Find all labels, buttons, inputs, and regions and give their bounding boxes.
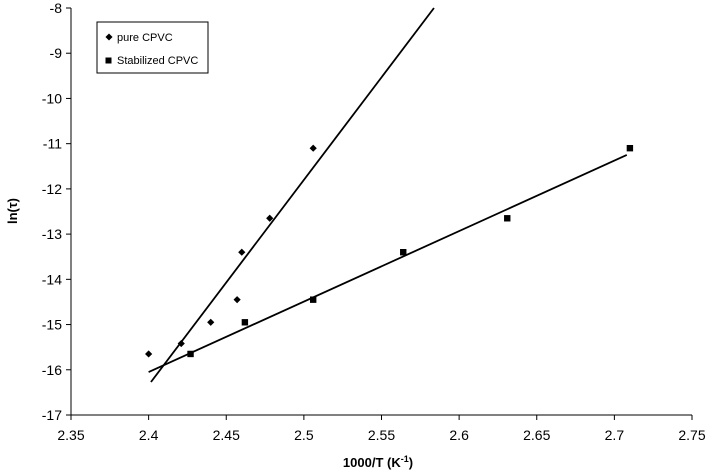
x-ticks: 2.35 2.4 2.45 2.5 2.55 2.6 2.65 2.7 2.75	[57, 415, 706, 443]
point-pure-cpvc	[233, 296, 241, 304]
legend-marker-stabilized-cpvc	[105, 57, 112, 64]
point-stabilized-cpvc	[187, 350, 194, 358]
point-stabilized-cpvc	[626, 144, 634, 152]
x-tick-label: 2.4	[139, 427, 159, 443]
y-axis-title: ln(τ)	[5, 198, 20, 224]
y-tick-label: -17	[42, 407, 62, 423]
point-pure-cpvc	[266, 214, 274, 222]
y-tick-label: -9	[50, 45, 63, 61]
x-tick-label: 2.65	[523, 427, 550, 443]
point-pure-cpvc	[207, 318, 215, 326]
y-tick-label: -13	[42, 226, 62, 242]
point-pure-cpvc	[177, 339, 185, 348]
x-tick-label: 2.45	[213, 427, 240, 443]
y-tick-label: -15	[42, 317, 62, 333]
trendlines	[148, 7, 628, 383]
point-stabilized-cpvc	[309, 296, 317, 303]
y-tick-label: -11	[43, 136, 62, 152]
y-tick-label: -14	[42, 271, 62, 287]
x-tick-label: 2.35	[57, 427, 84, 443]
x-tick-label: 2.7	[605, 427, 625, 443]
x-axis-title-sup: -1	[401, 454, 409, 464]
x-tick-label: 2.6	[449, 427, 469, 443]
y-tick-label: -16	[42, 362, 62, 378]
x-tick-label: 2.5	[294, 427, 314, 443]
legend-label-pure-cpvc: pure CPVC	[117, 32, 173, 44]
trendline-pure-cpvc	[150, 7, 435, 383]
y-tick-label: -12	[42, 181, 62, 197]
point-stabilized-cpvc	[241, 319, 249, 326]
legend: pure CPVC Stabilized CPVC	[96, 21, 209, 74]
x-tick-label: 2.55	[368, 427, 395, 443]
markers	[145, 144, 634, 358]
y-ticks: -8 -9 -10 -11 -12 -13 -14 -15 -16 -17	[42, 0, 71, 423]
trendline-stabilized-cpvc	[148, 154, 628, 373]
point-pure-cpvc	[238, 248, 246, 256]
legend-box	[96, 21, 209, 74]
point-stabilized-cpvc	[400, 249, 407, 256]
x-tick-label: 2.75	[678, 427, 705, 443]
legend-label-stabilized-cpvc: Stabilized CPVC	[117, 55, 198, 67]
y-tick-label: -10	[42, 90, 62, 106]
y-tick-label: -8	[50, 0, 63, 16]
point-stabilized-cpvc	[504, 215, 511, 222]
point-pure-cpvc	[145, 350, 153, 358]
point-pure-cpvc	[309, 144, 317, 152]
x-axis-title: 1000/T (K-1)	[343, 454, 413, 470]
